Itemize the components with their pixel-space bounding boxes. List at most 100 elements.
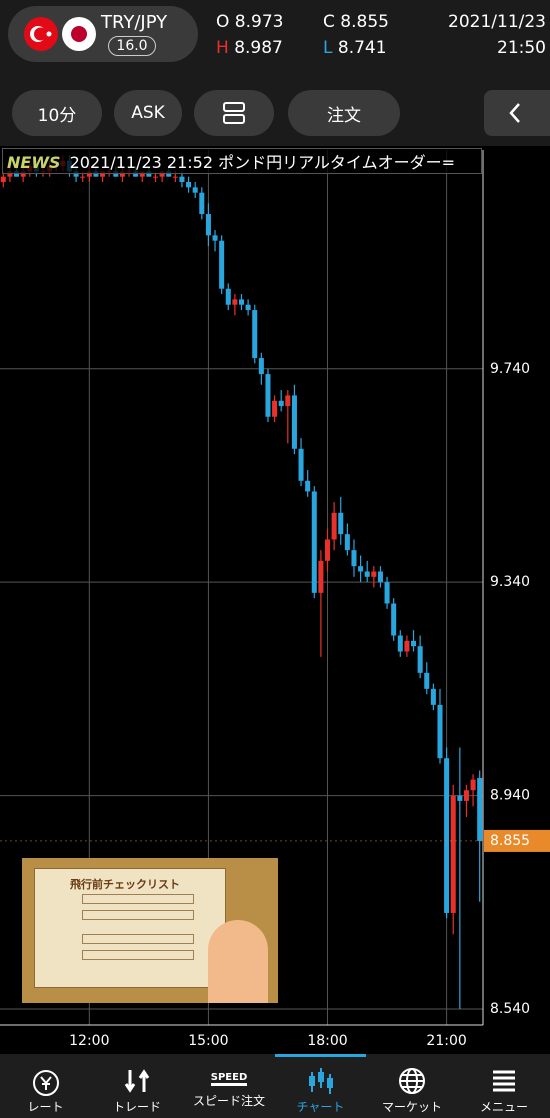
y-tick-label: 9.340 xyxy=(490,574,530,590)
chevron xyxy=(509,103,520,123)
spread: 16.0 xyxy=(108,36,156,56)
nav-label: スピード注文 xyxy=(192,1094,265,1108)
candle-body xyxy=(305,480,311,492)
candle-body xyxy=(80,176,86,178)
layout-button[interactable] xyxy=(194,90,274,136)
x-tick-label: 15:00 xyxy=(188,1033,228,1049)
layout-icon xyxy=(223,102,245,124)
candle-body xyxy=(278,400,284,407)
y-tick-label: 8.540 xyxy=(490,1001,530,1017)
side-button[interactable]: ASK xyxy=(114,90,182,136)
nav-menu[interactable]: メニュー xyxy=(458,1054,550,1118)
candle-body xyxy=(411,640,417,647)
candle-body xyxy=(100,171,106,177)
open-label: O xyxy=(216,12,230,32)
low-label: L xyxy=(323,38,333,58)
candle-body xyxy=(258,358,264,375)
candle-body xyxy=(285,395,291,407)
high: 8.987 xyxy=(234,38,283,58)
nav-label: マーケット xyxy=(381,1100,442,1114)
candle-body xyxy=(192,187,198,193)
x-tick-label: 12:00 xyxy=(69,1033,109,1049)
time: 21:50 xyxy=(497,38,546,58)
overlay-panel xyxy=(34,868,226,988)
candle-body xyxy=(14,171,20,177)
news-text: 2021/11/23 21:52 ポンド円リアルタイムオーダー= xyxy=(69,153,456,172)
candle-body xyxy=(318,560,324,593)
overlay-title: 飛行前チェックリスト xyxy=(70,878,180,891)
candle-body xyxy=(424,672,430,689)
back-button[interactable] xyxy=(484,90,550,136)
candle-body xyxy=(272,400,278,417)
candle-body xyxy=(152,176,159,178)
candle-body xyxy=(20,171,26,177)
nav-speed[interactable]: SPEED スピード注文 xyxy=(183,1054,275,1118)
candle-body xyxy=(344,534,350,551)
candle-body xyxy=(331,512,337,540)
candle-body xyxy=(371,571,377,577)
globe-icon xyxy=(399,1068,425,1094)
flags xyxy=(24,17,96,51)
candle-body xyxy=(351,550,357,567)
y-tick-label: 9.740 xyxy=(490,361,530,377)
candle-body xyxy=(172,176,178,178)
nav-trade[interactable]: トレード xyxy=(91,1054,183,1118)
candle-body xyxy=(477,777,483,841)
chart-icon xyxy=(308,1068,333,1094)
news-bar[interactable]: NEWS 2021/11/23 21:52 ポンド円リアルタイムオーダー= xyxy=(2,148,482,174)
candle-body xyxy=(311,491,317,593)
candle-body xyxy=(238,299,245,305)
y-tick-label: 8.940 xyxy=(490,788,530,804)
nav-label: メニュー xyxy=(479,1100,528,1114)
overlay-row xyxy=(82,950,194,960)
menu-icon xyxy=(493,1070,515,1092)
order-button[interactable]: 注文 xyxy=(288,90,400,136)
pair: TRY/JPY xyxy=(101,12,168,33)
video-overlay[interactable]: 飛行前チェックリスト xyxy=(22,858,278,1003)
candle-body xyxy=(179,176,185,183)
candle-body xyxy=(205,214,211,236)
nav-chart[interactable]: チャート xyxy=(275,1054,366,1118)
candle-body xyxy=(113,171,119,177)
candle-body xyxy=(450,795,456,913)
candle-body xyxy=(232,299,238,305)
nav-market[interactable]: マーケット xyxy=(366,1054,458,1118)
candle-body xyxy=(186,182,192,188)
candle-body xyxy=(0,176,6,183)
low-row: L 8.741 xyxy=(323,38,387,58)
overlay-row xyxy=(82,910,194,920)
date: 2021/11/23 xyxy=(448,12,546,32)
candle-body xyxy=(358,566,364,572)
candle-body xyxy=(364,571,370,577)
nav-label: レート xyxy=(27,1100,64,1114)
high-row: H 8.987 xyxy=(216,38,283,58)
close-row: C 8.855 xyxy=(323,12,389,32)
candle-body xyxy=(417,646,423,673)
candle-body xyxy=(265,374,271,417)
nav-rate[interactable]: レート xyxy=(0,1054,91,1118)
close: 8.855 xyxy=(340,12,389,32)
toolbar: 10分 ASK 注文 xyxy=(0,80,550,146)
candle-body xyxy=(338,512,344,535)
speed-icon: SPEED xyxy=(210,1072,248,1086)
news-badge: NEWS xyxy=(7,153,61,172)
interval-button[interactable]: 10分 xyxy=(12,90,102,136)
candle-body xyxy=(324,539,331,561)
candle-body xyxy=(7,171,13,177)
candle-body xyxy=(430,688,436,705)
candle-body xyxy=(133,171,139,177)
candle-body xyxy=(377,571,383,583)
high-label: H xyxy=(216,38,229,58)
nav-label: チャート xyxy=(296,1100,345,1114)
x-tick-label: 21:00 xyxy=(426,1033,466,1049)
low: 8.741 xyxy=(337,38,387,58)
candle-body xyxy=(463,790,469,801)
x-tick-label: 18:00 xyxy=(307,1033,347,1049)
candle-body xyxy=(252,310,258,359)
trade-icon xyxy=(124,1069,150,1093)
candle-body xyxy=(219,240,225,289)
candle-body xyxy=(470,779,476,791)
candle-body xyxy=(86,171,92,177)
nav-label: トレード xyxy=(112,1100,161,1114)
